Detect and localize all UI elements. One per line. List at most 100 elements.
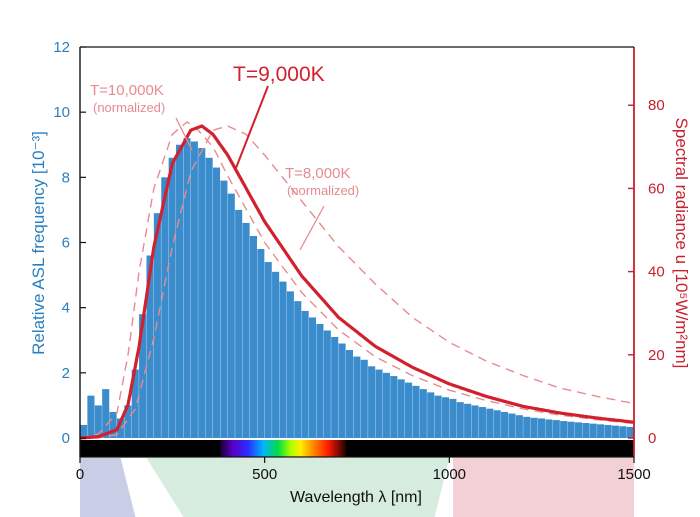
y-axis-right-title: Spectral radiance u [10⁵W/m²nm] bbox=[672, 118, 691, 369]
pointer-10000k bbox=[175, 117, 193, 151]
histogram-bar bbox=[323, 330, 331, 438]
histogram-bar bbox=[153, 213, 161, 438]
histogram-bar bbox=[205, 157, 213, 439]
histogram-bar bbox=[574, 422, 582, 438]
histogram-bar bbox=[131, 369, 139, 438]
histogram-bar bbox=[345, 350, 354, 438]
histogram-bars bbox=[80, 138, 634, 439]
y-tick-label-right: 60 bbox=[648, 180, 665, 197]
histogram-bar bbox=[530, 417, 538, 438]
histogram-bar bbox=[560, 421, 568, 438]
histogram-bar bbox=[501, 411, 509, 438]
histogram-bar bbox=[589, 423, 597, 438]
wavelength-region-bands bbox=[80, 458, 634, 517]
histogram-bar bbox=[552, 420, 560, 438]
y-tick-label-left: 0 bbox=[62, 430, 70, 447]
histogram-bar bbox=[146, 255, 154, 438]
histogram-bar bbox=[427, 392, 435, 438]
y-tick-label-right: 0 bbox=[648, 430, 656, 447]
histogram-bar bbox=[176, 144, 184, 438]
histogram-bar bbox=[331, 336, 339, 438]
histogram-bar bbox=[619, 426, 627, 438]
spectrum-strip bbox=[80, 440, 634, 457]
y-tick-label-left: 6 bbox=[62, 235, 70, 252]
histogram-bar bbox=[235, 209, 243, 438]
histogram-bar bbox=[183, 138, 191, 438]
histogram-bar bbox=[360, 359, 368, 438]
histogram-bar bbox=[397, 379, 405, 438]
histogram-bar bbox=[508, 413, 516, 438]
band-infrared bbox=[453, 458, 634, 517]
histogram-bar bbox=[161, 177, 169, 439]
x-axis-title: Wavelength λ [nm] bbox=[290, 489, 422, 506]
histogram-bar bbox=[464, 403, 472, 438]
histogram-bar bbox=[471, 405, 479, 438]
histogram-bar bbox=[597, 424, 605, 438]
histogram-bar bbox=[279, 281, 287, 438]
histogram-bar bbox=[390, 376, 398, 438]
histogram-bar bbox=[116, 418, 125, 438]
visible-spectrum-gradient bbox=[220, 440, 346, 457]
histogram-bar bbox=[316, 323, 324, 438]
histogram-bar bbox=[198, 148, 206, 438]
histogram-bar bbox=[582, 423, 590, 438]
histogram-bar bbox=[220, 180, 228, 438]
curve-t10000k bbox=[79, 121, 635, 439]
curve-t9000k bbox=[79, 124, 635, 440]
histogram-bar bbox=[515, 415, 523, 438]
x-tick-label: 500 bbox=[252, 466, 277, 483]
pointer-8000k bbox=[299, 205, 325, 251]
y-tick-label-left: 2 bbox=[62, 365, 70, 382]
histogram-bar bbox=[434, 395, 442, 438]
histogram-bar bbox=[611, 425, 619, 438]
y-tick-label-left: 8 bbox=[62, 169, 70, 186]
histogram-bar bbox=[382, 372, 390, 438]
histogram-bar bbox=[301, 310, 309, 438]
y-tick-label-left: 12 bbox=[53, 39, 70, 56]
pointer-main bbox=[235, 85, 269, 169]
histogram-bar bbox=[242, 222, 250, 438]
axes: 0 2 4 6 8 10 12 0 20 40 60 80 0 500 1000 1500 bbox=[53, 39, 664, 483]
histogram-bar bbox=[190, 141, 198, 438]
histogram-bar bbox=[249, 235, 257, 438]
histogram-bar bbox=[286, 291, 294, 438]
histogram-bar bbox=[375, 369, 383, 438]
histogram-bar bbox=[419, 389, 427, 438]
histogram-bar bbox=[94, 405, 102, 438]
annotation-10000k-note: (normalized) bbox=[93, 100, 165, 115]
histogram-bar bbox=[478, 407, 486, 438]
y-tick-label-right: 20 bbox=[648, 347, 665, 364]
histogram-bar bbox=[493, 410, 501, 438]
histogram-bar bbox=[441, 397, 450, 438]
histogram-bar bbox=[412, 385, 420, 438]
histogram-bar bbox=[294, 301, 302, 438]
y-tick-label-right: 40 bbox=[648, 264, 665, 281]
histogram-bar bbox=[353, 356, 361, 438]
x-tick-label: 1000 bbox=[433, 466, 466, 483]
histogram-bar bbox=[449, 398, 457, 438]
histogram-bar bbox=[405, 382, 413, 438]
y-tick-label-left: 10 bbox=[53, 104, 70, 121]
histogram-bar bbox=[109, 411, 117, 438]
radiance-curves bbox=[79, 121, 635, 440]
histogram-bar bbox=[124, 405, 132, 438]
annotation-8000k-note: (normalized) bbox=[287, 183, 359, 198]
histogram-bar bbox=[102, 389, 110, 438]
band-ultraviolet bbox=[80, 458, 136, 517]
y-tick-label-right: 80 bbox=[648, 97, 665, 114]
curve-annotations: T=9,000K T=10,000K (normalized) T=8,000K… bbox=[90, 63, 359, 251]
annotation-10000k: T=10,000K bbox=[90, 82, 164, 99]
histogram-bar bbox=[272, 271, 280, 438]
histogram-bar bbox=[368, 366, 376, 438]
histogram-bar bbox=[567, 421, 575, 438]
histogram-bar bbox=[227, 193, 235, 438]
histogram-bar bbox=[168, 157, 176, 439]
histogram-bar bbox=[338, 343, 346, 438]
y-tick-label-left: 4 bbox=[62, 300, 70, 317]
histogram-bar bbox=[456, 402, 464, 438]
x-tick-label: 1500 bbox=[617, 466, 650, 483]
histogram-bar bbox=[212, 167, 221, 438]
histogram-bar bbox=[80, 424, 88, 438]
histogram-bar bbox=[308, 317, 317, 438]
